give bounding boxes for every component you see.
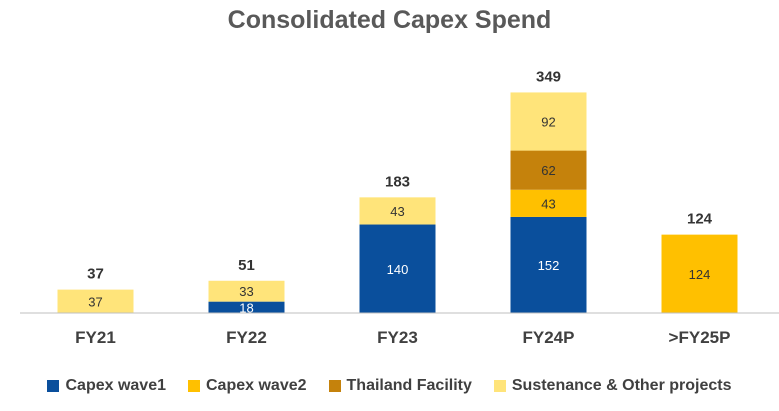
bar-segment [208, 280, 285, 302]
legend-label-thailand-facility: Thailand Facility [346, 377, 472, 394]
x-tick-label: FY24P [523, 328, 575, 347]
legend: Capex wave1 Capex wave2 Thailand Facilit… [0, 377, 779, 395]
data-label: 43 [541, 196, 555, 211]
data-label: 37 [88, 294, 102, 309]
total-label: 349 [536, 68, 561, 85]
legend-swatch-capex-wave2 [188, 380, 200, 392]
bar-segment [359, 197, 436, 225]
bar-segment [510, 189, 587, 217]
bar-segment [661, 234, 738, 313]
legend-item-sustenance: Sustenance & Other projects [493, 377, 732, 395]
data-label: 152 [538, 258, 560, 273]
data-label: 18 [239, 300, 253, 315]
total-label: 51 [238, 257, 255, 274]
legend-label-capex-wave1: Capex wave1 [65, 377, 166, 394]
data-label: 124 [689, 267, 711, 282]
total-label: 183 [385, 173, 410, 190]
bar-segment [510, 216, 587, 313]
legend-swatch-sustenance [493, 380, 506, 392]
data-label: 43 [390, 204, 404, 219]
bar-segment [57, 289, 134, 313]
total-label: 37 [87, 266, 104, 283]
legend-item-capex-wave2: Capex wave2 [188, 377, 307, 395]
x-tick-label: >FY25P [669, 328, 731, 347]
x-tick-label: FY22 [226, 328, 267, 347]
legend-swatch-thailand-facility [328, 380, 341, 392]
legend-item-capex-wave1: Capex wave1 [47, 377, 166, 395]
data-label: 140 [387, 262, 409, 277]
data-label: 62 [541, 163, 555, 178]
total-label: 124 [687, 211, 713, 228]
bar-segment [359, 224, 436, 313]
bar-segment [510, 92, 587, 151]
x-tick-label: FY23 [377, 328, 418, 347]
data-label: 33 [239, 284, 253, 299]
bar-segment [208, 301, 285, 313]
legend-swatch-capex-wave1 [47, 380, 60, 392]
legend-label-sustenance: Sustenance & Other projects [511, 377, 732, 394]
x-tick-label: FY21 [75, 328, 116, 347]
bar-segment [510, 150, 587, 190]
data-label: 92 [541, 115, 555, 130]
chart-title: Consolidated Capex Spend [227, 6, 552, 34]
legend-label-capex-wave2: Capex wave2 [206, 377, 307, 394]
legend-item-thailand-facility: Thailand Facility [328, 377, 472, 395]
